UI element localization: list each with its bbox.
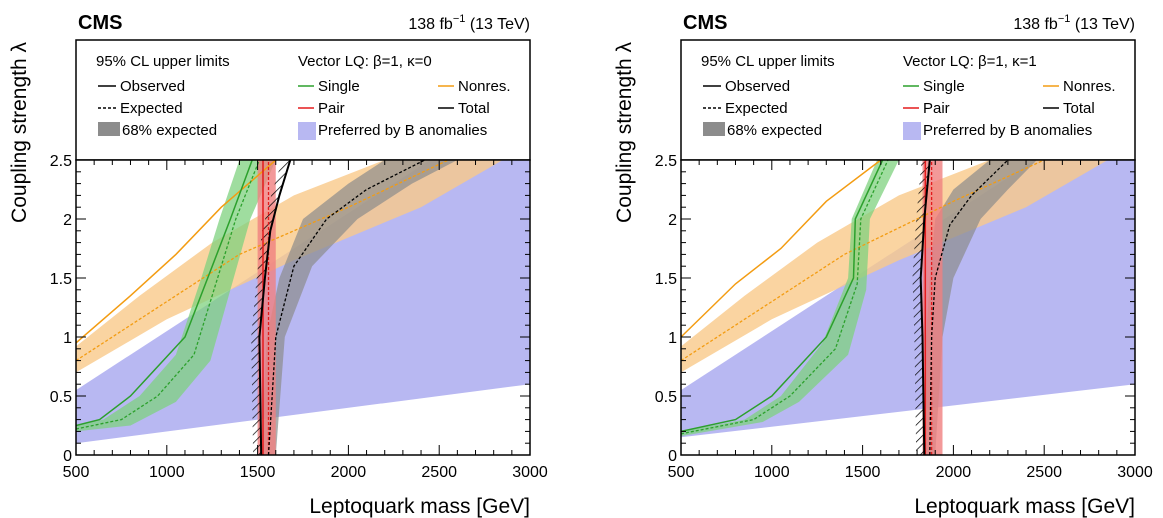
nonres-expected-line — [76, 160, 449, 362]
legend-banom-label: Preferred by B anomalies — [318, 122, 487, 139]
single-expected-line — [76, 160, 261, 430]
legend-observed-label: Observed — [120, 78, 185, 95]
legend-banom-swatch — [298, 122, 316, 140]
nonres-band — [76, 160, 503, 373]
x-tick-label: 1000 — [149, 464, 185, 481]
legend-expected-label: Expected — [120, 100, 183, 117]
x-tick-label: 2000 — [331, 464, 367, 481]
y-tick-label: 2 — [668, 212, 677, 229]
nonres-observed-line — [681, 160, 882, 338]
nonres-expected-line — [681, 160, 1045, 362]
total-expected-line — [929, 160, 1009, 455]
energy-label: (13 TeV) — [1070, 16, 1135, 33]
y-tick-label: 2.5 — [50, 153, 72, 170]
y-tick-label: 0 — [63, 448, 72, 465]
total-observed-line — [258, 160, 292, 455]
lumi-exponent: −1 — [453, 13, 466, 25]
single-observed-line — [76, 160, 253, 427]
y-tick-label: 0 — [668, 448, 677, 465]
cms-label: CMS — [683, 12, 727, 34]
y-axis-label: Coupling strength λ — [613, 42, 636, 223]
lumi-exponent: −1 — [1058, 13, 1071, 25]
chart-panel-left: CMS 138 fb−1 (13 TeV) 95% CL upper limits V… — [8, 12, 548, 518]
legend-expected-label: Expected — [725, 100, 788, 117]
y-tick-label: 1.5 — [655, 271, 677, 288]
plot-frame — [75, 159, 531, 456]
total-observed-line — [919, 160, 931, 455]
legend-nonres-label: Nonres. — [1063, 78, 1116, 95]
legend-single-label: Single — [318, 78, 360, 95]
x-tick-label: 2000 — [936, 464, 972, 481]
legend-band-label: 68% expected — [122, 122, 217, 139]
legend-banom-label: Preferred by B anomalies — [923, 122, 1092, 139]
x-tick-label: 2500 — [1026, 464, 1062, 481]
legend-total-label: Total — [1063, 100, 1095, 117]
legend-single-label: Single — [923, 78, 965, 95]
x-tick-label: 3000 — [512, 464, 548, 481]
legend-band-label: 68% expected — [727, 122, 822, 139]
legend-total-label: Total — [458, 100, 490, 117]
plot-area — [76, 160, 530, 455]
single-band — [681, 160, 899, 437]
legend-header-left: 95% CL upper limits — [701, 53, 835, 70]
x-axis-label: Leptoquark mass [GeV] — [309, 495, 530, 518]
x-tick-label: 1500 — [240, 464, 276, 481]
legend-pair-label: Pair — [318, 100, 345, 117]
legend-nonres-label: Nonres. — [458, 78, 511, 95]
y-tick-label: 2.5 — [655, 153, 677, 170]
legend-observed-label: Observed — [725, 78, 790, 95]
legend-band-swatch — [703, 122, 725, 136]
x-tick-label: 1000 — [754, 464, 790, 481]
total-band — [261, 160, 458, 455]
y-tick-label: 1.5 — [50, 271, 72, 288]
x-axis-label: Leptoquark mass [GeV] — [914, 495, 1135, 518]
banom-region — [681, 160, 1135, 438]
y-tick-label: 0.5 — [50, 389, 72, 406]
legend-header-right: Vector LQ: β=1, κ=0 — [298, 53, 432, 70]
x-tick-label: 500 — [63, 464, 90, 481]
total-observed-hatch — [251, 160, 291, 455]
x-tick-label: 3000 — [1117, 464, 1153, 481]
lumi-label: 138 fb−1 (13 TeV) — [408, 13, 530, 33]
plot-area — [681, 160, 1135, 455]
lumi-value: 138 fb — [1013, 16, 1058, 33]
x-tick-label: 500 — [668, 464, 695, 481]
legend-band-swatch — [98, 122, 120, 136]
single-expected-line — [681, 160, 889, 435]
chart-panel-right: CMS 138 fb−1 (13 TeV) 95% CL upper limits V… — [613, 12, 1153, 518]
lumi-value: 138 fb — [408, 16, 453, 33]
x-tick-label: 2500 — [421, 464, 457, 481]
total-expected-line — [267, 160, 425, 455]
y-tick-label: 2 — [63, 212, 72, 229]
single-band — [76, 160, 276, 432]
cms-label: CMS — [78, 12, 122, 34]
y-tick-label: 1 — [668, 330, 677, 347]
legend-banom-swatch — [903, 122, 921, 140]
legend-header-right: Vector LQ: β=1, κ=1 — [903, 53, 1037, 70]
y-axis-label: Coupling strength λ — [8, 42, 31, 223]
nonres-band — [681, 160, 1108, 373]
single-observed-line — [681, 160, 884, 433]
x-tick-label: 1500 — [845, 464, 881, 481]
y-tick-label: 1 — [63, 330, 72, 347]
lumi-label: 138 fb−1 (13 TeV) — [1013, 13, 1135, 33]
total-band — [924, 160, 1037, 455]
pair-band — [922, 160, 943, 455]
nonres-observed-line — [76, 160, 277, 344]
energy-label: (13 TeV) — [465, 16, 530, 33]
legend-pair-label: Pair — [923, 100, 950, 117]
legend-header-left: 95% CL upper limits — [96, 53, 230, 70]
plot-frame — [680, 159, 1136, 456]
y-tick-label: 0.5 — [655, 389, 677, 406]
